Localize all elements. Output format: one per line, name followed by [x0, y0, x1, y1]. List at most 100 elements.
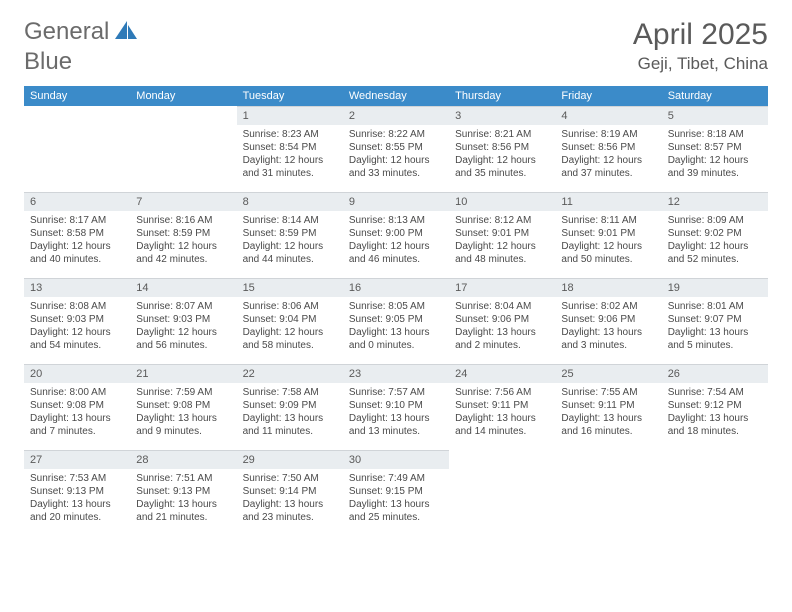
daylight-line: Daylight: 12 hours and 37 minutes. — [561, 154, 655, 180]
calendar-cell: 11Sunrise: 8:11 AMSunset: 9:01 PMDayligh… — [555, 192, 661, 278]
sunset-line: Sunset: 8:57 PM — [668, 141, 762, 154]
calendar-cell: 4Sunrise: 8:19 AMSunset: 8:56 PMDaylight… — [555, 106, 661, 192]
sunset-line: Sunset: 9:05 PM — [349, 313, 443, 326]
day-content: Sunrise: 8:18 AMSunset: 8:57 PMDaylight:… — [662, 125, 768, 186]
sunrise-line: Sunrise: 8:08 AM — [30, 300, 124, 313]
calendar-cell: 8Sunrise: 8:14 AMSunset: 8:59 PMDaylight… — [237, 192, 343, 278]
day-number: 1 — [237, 106, 343, 125]
calendar-cell: 1Sunrise: 8:23 AMSunset: 8:54 PMDaylight… — [237, 106, 343, 192]
calendar-cell: 15Sunrise: 8:06 AMSunset: 9:04 PMDayligh… — [237, 278, 343, 364]
daylight-line: Daylight: 13 hours and 20 minutes. — [30, 498, 124, 524]
weekday-header: Tuesday — [237, 86, 343, 106]
day-content: Sunrise: 8:00 AMSunset: 9:08 PMDaylight:… — [24, 383, 130, 444]
calendar-cell: 22Sunrise: 7:58 AMSunset: 9:09 PMDayligh… — [237, 364, 343, 450]
daylight-line: Daylight: 12 hours and 46 minutes. — [349, 240, 443, 266]
daylight-line: Daylight: 12 hours and 42 minutes. — [136, 240, 230, 266]
day-number: 30 — [343, 450, 449, 469]
daylight-line: Daylight: 12 hours and 52 minutes. — [668, 240, 762, 266]
sunrise-line: Sunrise: 8:16 AM — [136, 214, 230, 227]
sunset-line: Sunset: 9:00 PM — [349, 227, 443, 240]
sunrise-line: Sunrise: 8:02 AM — [561, 300, 655, 313]
day-number: 2 — [343, 106, 449, 125]
sunset-line: Sunset: 9:13 PM — [30, 485, 124, 498]
calendar-cell: 28Sunrise: 7:51 AMSunset: 9:13 PMDayligh… — [130, 450, 236, 536]
sunrise-line: Sunrise: 8:05 AM — [349, 300, 443, 313]
day-content: Sunrise: 7:50 AMSunset: 9:14 PMDaylight:… — [237, 469, 343, 530]
day-content: Sunrise: 7:59 AMSunset: 9:08 PMDaylight:… — [130, 383, 236, 444]
calendar-cell: 26Sunrise: 7:54 AMSunset: 9:12 PMDayligh… — [662, 364, 768, 450]
daylight-line: Daylight: 13 hours and 23 minutes. — [243, 498, 337, 524]
calendar-cell: 5Sunrise: 8:18 AMSunset: 8:57 PMDaylight… — [662, 106, 768, 192]
day-content: Sunrise: 8:06 AMSunset: 9:04 PMDaylight:… — [237, 297, 343, 358]
sunrise-line: Sunrise: 7:58 AM — [243, 386, 337, 399]
daylight-line: Daylight: 13 hours and 18 minutes. — [668, 412, 762, 438]
calendar-row: 1Sunrise: 8:23 AMSunset: 8:54 PMDaylight… — [24, 106, 768, 192]
day-content: Sunrise: 7:53 AMSunset: 9:13 PMDaylight:… — [24, 469, 130, 530]
day-number: 26 — [662, 364, 768, 383]
daylight-line: Daylight: 13 hours and 2 minutes. — [455, 326, 549, 352]
sunset-line: Sunset: 9:08 PM — [136, 399, 230, 412]
day-content: Sunrise: 8:09 AMSunset: 9:02 PMDaylight:… — [662, 211, 768, 272]
daylight-line: Daylight: 12 hours and 48 minutes. — [455, 240, 549, 266]
day-number: 21 — [130, 364, 236, 383]
sunrise-line: Sunrise: 7:50 AM — [243, 472, 337, 485]
calendar-cell: 19Sunrise: 8:01 AMSunset: 9:07 PMDayligh… — [662, 278, 768, 364]
calendar-cell: 30Sunrise: 7:49 AMSunset: 9:15 PMDayligh… — [343, 450, 449, 536]
day-number: 9 — [343, 192, 449, 211]
sunset-line: Sunset: 9:09 PM — [243, 399, 337, 412]
calendar-cell: 2Sunrise: 8:22 AMSunset: 8:55 PMDaylight… — [343, 106, 449, 192]
sunrise-line: Sunrise: 8:11 AM — [561, 214, 655, 227]
sunset-line: Sunset: 9:06 PM — [455, 313, 549, 326]
sunset-line: Sunset: 9:11 PM — [455, 399, 549, 412]
sunset-line: Sunset: 9:01 PM — [561, 227, 655, 240]
sunrise-line: Sunrise: 8:12 AM — [455, 214, 549, 227]
day-content: Sunrise: 8:19 AMSunset: 8:56 PMDaylight:… — [555, 125, 661, 186]
calendar-cell — [24, 106, 130, 192]
daylight-line: Daylight: 12 hours and 40 minutes. — [30, 240, 124, 266]
calendar-cell: 7Sunrise: 8:16 AMSunset: 8:59 PMDaylight… — [130, 192, 236, 278]
calendar-row: 20Sunrise: 8:00 AMSunset: 9:08 PMDayligh… — [24, 364, 768, 450]
day-content: Sunrise: 8:05 AMSunset: 9:05 PMDaylight:… — [343, 297, 449, 358]
sunrise-line: Sunrise: 8:18 AM — [668, 128, 762, 141]
daylight-line: Daylight: 12 hours and 31 minutes. — [243, 154, 337, 180]
month-title: April 2025 — [633, 18, 768, 52]
sunrise-line: Sunrise: 8:00 AM — [30, 386, 124, 399]
sunrise-line: Sunrise: 7:54 AM — [668, 386, 762, 399]
calendar-cell: 24Sunrise: 7:56 AMSunset: 9:11 PMDayligh… — [449, 364, 555, 450]
daylight-line: Daylight: 13 hours and 9 minutes. — [136, 412, 230, 438]
daylight-line: Daylight: 13 hours and 25 minutes. — [349, 498, 443, 524]
calendar-cell: 23Sunrise: 7:57 AMSunset: 9:10 PMDayligh… — [343, 364, 449, 450]
sunset-line: Sunset: 9:11 PM — [561, 399, 655, 412]
daylight-line: Daylight: 13 hours and 7 minutes. — [30, 412, 124, 438]
logo-text-general: General — [24, 18, 109, 46]
logo-sail-icon — [113, 19, 139, 46]
day-content: Sunrise: 8:04 AMSunset: 9:06 PMDaylight:… — [449, 297, 555, 358]
day-content: Sunrise: 8:16 AMSunset: 8:59 PMDaylight:… — [130, 211, 236, 272]
daylight-line: Daylight: 13 hours and 21 minutes. — [136, 498, 230, 524]
sunrise-line: Sunrise: 8:14 AM — [243, 214, 337, 227]
sunrise-line: Sunrise: 8:22 AM — [349, 128, 443, 141]
day-content: Sunrise: 8:14 AMSunset: 8:59 PMDaylight:… — [237, 211, 343, 272]
sunset-line: Sunset: 8:59 PM — [136, 227, 230, 240]
sunset-line: Sunset: 9:04 PM — [243, 313, 337, 326]
day-number: 10 — [449, 192, 555, 211]
calendar-cell — [555, 450, 661, 536]
sunset-line: Sunset: 9:10 PM — [349, 399, 443, 412]
calendar-row: 13Sunrise: 8:08 AMSunset: 9:03 PMDayligh… — [24, 278, 768, 364]
calendar-cell: 17Sunrise: 8:04 AMSunset: 9:06 PMDayligh… — [449, 278, 555, 364]
calendar-cell: 16Sunrise: 8:05 AMSunset: 9:05 PMDayligh… — [343, 278, 449, 364]
day-number: 3 — [449, 106, 555, 125]
day-number: 29 — [237, 450, 343, 469]
sunset-line: Sunset: 8:55 PM — [349, 141, 443, 154]
sunrise-line: Sunrise: 8:19 AM — [561, 128, 655, 141]
calendar-body: 1Sunrise: 8:23 AMSunset: 8:54 PMDaylight… — [24, 106, 768, 536]
day-content: Sunrise: 8:01 AMSunset: 9:07 PMDaylight:… — [662, 297, 768, 358]
daylight-line: Daylight: 13 hours and 5 minutes. — [668, 326, 762, 352]
calendar-cell — [130, 106, 236, 192]
day-content: Sunrise: 7:51 AMSunset: 9:13 PMDaylight:… — [130, 469, 236, 530]
weekday-header: Sunday — [24, 86, 130, 106]
sunset-line: Sunset: 8:56 PM — [561, 141, 655, 154]
day-content: Sunrise: 7:54 AMSunset: 9:12 PMDaylight:… — [662, 383, 768, 444]
day-content: Sunrise: 8:21 AMSunset: 8:56 PMDaylight:… — [449, 125, 555, 186]
sunset-line: Sunset: 9:06 PM — [561, 313, 655, 326]
